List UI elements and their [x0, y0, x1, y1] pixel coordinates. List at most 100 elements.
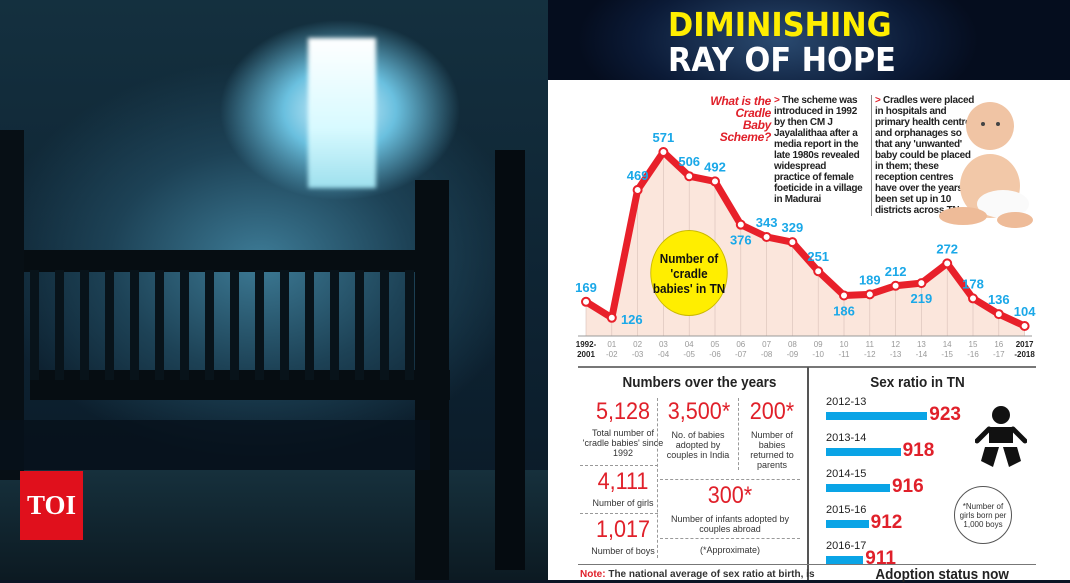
data-point [813, 266, 824, 277]
total-label: Total number of 'cradle babies' since 19… [582, 428, 664, 458]
sex-ratio-bar [826, 484, 890, 492]
x-tick-label: 2001 [577, 350, 595, 359]
divider [807, 367, 809, 580]
x-tick-label: 11 [866, 340, 875, 349]
data-point [1019, 321, 1030, 331]
abroad-label: Number of infants adopted by couples abr… [670, 514, 790, 534]
returned-label: Number of babies returned to parents [750, 430, 794, 470]
x-tick-label: 01 [607, 340, 616, 349]
data-point [968, 293, 978, 304]
data-label: 219 [911, 291, 933, 306]
numbers-heading: Numbers over the years [622, 374, 777, 391]
sex-ratio-value: 923 [929, 404, 961, 425]
x-tick-label: -13 [890, 350, 902, 359]
baby-photo [939, 102, 1033, 228]
data-point [581, 296, 591, 307]
data-label: 272 [936, 241, 958, 256]
sex-ratio-bar [826, 556, 864, 564]
data-label: 186 [833, 303, 855, 318]
approximate-note: (*Approximate) [699, 545, 761, 555]
title-line-1: DIMINISHING [668, 5, 892, 44]
data-label: 376 [730, 233, 752, 248]
data-label: 189 [859, 272, 881, 287]
sex-ratio-bar [826, 520, 869, 528]
crib-silhouette [0, 130, 525, 580]
data-label: 506 [678, 154, 700, 169]
returned-value: 200* [749, 398, 795, 425]
data-point [684, 171, 695, 182]
data-point [606, 312, 617, 323]
baby-icon [975, 406, 1027, 467]
x-tick-label: -12 [864, 350, 876, 359]
data-label: 469 [627, 168, 649, 183]
x-tick-label: 06 [736, 340, 745, 349]
sex-ratio-value: 912 [870, 512, 903, 533]
sex-ratio-value: 916 [891, 476, 924, 497]
data-point [761, 231, 772, 242]
data-label: 104 [1014, 304, 1036, 319]
boys-value: 1,017 [595, 516, 651, 543]
x-tick-label: -09 [787, 350, 799, 359]
x-tick-label: -14 [916, 350, 928, 359]
x-tick-label: 2017 [1016, 340, 1034, 349]
girls-value: 4,111 [597, 468, 649, 495]
x-tick-label: 12 [891, 340, 900, 349]
boys-label: Number of boys [591, 546, 655, 556]
x-tick-label: 13 [917, 340, 926, 349]
sex-ratio-year: 2014-15 [826, 468, 867, 480]
sex-ratio-year: 2015-16 [826, 504, 867, 516]
data-point [787, 237, 798, 248]
sex-ratio-bar [826, 412, 928, 420]
x-tick-label: 04 [685, 340, 694, 349]
x-tick-label: 10 [840, 340, 849, 349]
series-line [584, 148, 1027, 330]
x-tick-label: -10 [812, 350, 824, 359]
abroad-value: 300* [707, 482, 753, 509]
data-label: 126 [621, 312, 643, 327]
data-point [916, 278, 927, 289]
x-tick-label: -07 [735, 350, 747, 359]
x-tick-label: 02 [633, 340, 642, 349]
x-tick-label: -11 [839, 350, 851, 359]
x-tick-label: -02 [606, 350, 618, 359]
x-tick-label: 09 [814, 340, 823, 349]
x-tick-label: 07 [762, 340, 771, 349]
x-tick-label: -05 [683, 350, 695, 359]
scheme-description-2: > Cradles were placed in hospitals and p… [871, 95, 976, 216]
chart-title-bubble: Number of 'cradle babies' in TN [650, 230, 728, 316]
data-label: 169 [575, 280, 597, 295]
x-tick-label: 14 [943, 340, 952, 349]
india-adopted-value: 3,500* [667, 398, 731, 425]
sex-ratio-year: 2016-17 [826, 540, 867, 552]
data-label: 251 [807, 249, 829, 264]
x-tick-label: -04 [658, 350, 670, 359]
data-label: 212 [885, 264, 907, 279]
sex-ratio-heading: Sex ratio in TN [870, 374, 965, 391]
x-tick-label: 1992- [576, 340, 597, 349]
data-point [632, 185, 643, 196]
sex-ratio-year: 2013-14 [826, 432, 867, 444]
adoption-heading: Adoption status now [875, 566, 1009, 583]
lit-window [308, 38, 376, 188]
girls-label: Number of girls [592, 498, 654, 508]
x-tick-label: 03 [659, 340, 668, 349]
data-point [993, 309, 1004, 320]
x-tick-label: 16 [994, 340, 1003, 349]
scheme-description-1: > The scheme was introduced in 1992 by t… [774, 95, 863, 205]
total-value: 5,128 [595, 398, 651, 425]
x-tick-label: -03 [632, 350, 644, 359]
data-point [658, 146, 669, 157]
data-point [735, 219, 746, 230]
data-point [942, 258, 953, 269]
data-point [864, 289, 875, 300]
sex-ratio-year: 2012-13 [826, 396, 867, 408]
x-tick-label: 15 [969, 340, 978, 349]
x-tick-label: -15 [941, 350, 953, 359]
data-label: 178 [962, 276, 984, 291]
scheme-question: What is the Cradle Baby Scheme? [710, 94, 771, 144]
india-adopted-label: No. of babies adopted by couples in Indi… [666, 430, 730, 460]
toi-logo: TOI [20, 471, 83, 540]
footer-note: Note: The national average of sex ratio … [580, 569, 815, 580]
x-tick-label: -17 [993, 350, 1005, 359]
sex-ratio-bar [826, 448, 901, 456]
